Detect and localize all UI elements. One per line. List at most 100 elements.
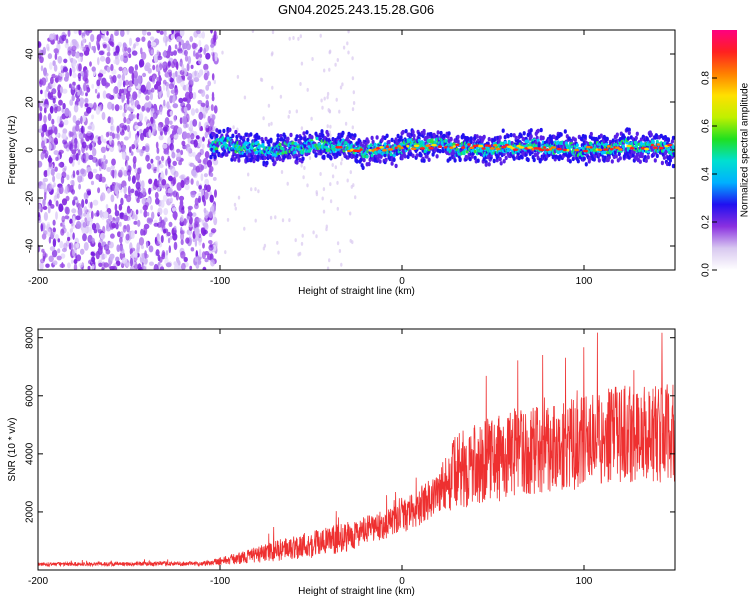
noise-cell xyxy=(193,77,200,83)
noise-cell xyxy=(172,94,176,104)
noise-cell xyxy=(101,261,106,270)
noise-cell xyxy=(142,263,147,270)
noise-cell xyxy=(210,30,213,34)
noise-cell xyxy=(179,30,185,37)
signal-halo-cell xyxy=(667,161,672,167)
faint-cell xyxy=(315,192,319,197)
noise-cell xyxy=(201,195,205,203)
noise-cell xyxy=(53,195,57,202)
noise-cell xyxy=(159,30,164,35)
noise-cell xyxy=(42,251,47,260)
noise-cell xyxy=(62,88,68,94)
noise-cell xyxy=(170,89,176,94)
noise-cell xyxy=(170,34,175,40)
noise-cell xyxy=(162,251,166,257)
signal-peak-cell xyxy=(379,146,384,149)
noise-cell xyxy=(198,248,202,258)
signal-peak-cell xyxy=(397,144,401,148)
signal-halo-cell xyxy=(499,161,503,166)
noise-cell xyxy=(171,30,174,35)
noise-cell xyxy=(181,140,186,146)
signal-halo-cell xyxy=(411,129,415,135)
signal-halo-cell xyxy=(329,155,333,161)
noise-cell xyxy=(58,203,64,212)
signal-peak-cell xyxy=(484,144,489,147)
noise-cell xyxy=(172,103,179,109)
noise-cell xyxy=(123,136,129,141)
noise-cell xyxy=(194,70,197,77)
signal-halo-cell xyxy=(286,136,290,142)
noise-cell xyxy=(173,134,179,139)
signal-peak-cell xyxy=(656,143,661,146)
noise-cell xyxy=(173,263,180,270)
faint-cell xyxy=(271,30,275,35)
signal-halo-cell xyxy=(269,137,273,142)
y-tick-label: 2000 xyxy=(25,500,36,523)
noise-cell xyxy=(104,253,108,259)
noise-cell xyxy=(146,212,150,217)
noise-cell xyxy=(43,107,47,114)
noise-cell xyxy=(206,71,210,77)
noise-cell xyxy=(129,265,135,270)
noise-cell xyxy=(154,104,157,113)
faint-cell xyxy=(269,215,273,220)
signal-peak-cell xyxy=(478,144,484,148)
faint-cell xyxy=(328,50,331,55)
noise-cell xyxy=(78,76,81,82)
noise-cell xyxy=(174,87,179,96)
signal-halo-cell xyxy=(514,135,518,141)
noise-cell xyxy=(172,160,177,167)
faint-cell xyxy=(323,96,326,101)
signal-peak-cell xyxy=(582,149,589,153)
faint-cell xyxy=(254,218,257,223)
noise-cell xyxy=(142,204,148,211)
faint-cell xyxy=(338,249,342,253)
noise-cell xyxy=(42,205,48,210)
faint-cell xyxy=(326,124,329,129)
noise-cell xyxy=(56,255,62,261)
noise-cell xyxy=(146,81,151,91)
faint-cell xyxy=(344,121,348,126)
noise-cell xyxy=(150,41,157,47)
noise-cell xyxy=(58,99,63,106)
faint-cell xyxy=(325,227,328,232)
noise-cell xyxy=(81,199,85,208)
noise-cell xyxy=(200,102,206,108)
signal-halo-cell xyxy=(305,130,309,135)
signal-peak-cell xyxy=(489,147,495,150)
noise-cell xyxy=(49,184,55,190)
noise-cell xyxy=(178,195,185,201)
noise-cell xyxy=(64,215,70,220)
noise-cell xyxy=(152,64,156,71)
signal-peak-cell xyxy=(455,143,460,147)
signal-halo-cell xyxy=(289,132,293,138)
noise-cell xyxy=(192,119,198,127)
signal-halo-cell xyxy=(537,143,541,149)
noise-cell xyxy=(179,61,183,67)
signal-peak-cell xyxy=(566,148,570,152)
noise-cell xyxy=(111,132,115,140)
noise-cell xyxy=(39,106,43,112)
noise-cell xyxy=(133,43,136,49)
signal-halo-cell xyxy=(396,133,400,139)
noise-cell xyxy=(91,83,95,89)
noise-cell xyxy=(134,230,138,235)
spectrogram-cells xyxy=(38,30,675,270)
faint-cell xyxy=(224,250,227,255)
faint-cell xyxy=(277,250,280,255)
noise-cell xyxy=(177,127,183,135)
noise-cell xyxy=(205,100,209,108)
faint-cell xyxy=(352,90,355,95)
noise-cell xyxy=(172,190,178,198)
noise-cell xyxy=(190,78,194,85)
noise-cell xyxy=(102,161,107,170)
noise-cell xyxy=(92,199,99,206)
noise-cell xyxy=(198,236,203,243)
noise-cell xyxy=(162,79,167,85)
noise-cell xyxy=(126,106,132,111)
noise-cell xyxy=(198,163,203,173)
noise-cell xyxy=(134,261,138,270)
faint-cell xyxy=(331,174,335,179)
faint-cell xyxy=(221,50,224,55)
signal-halo-cell xyxy=(456,134,460,140)
